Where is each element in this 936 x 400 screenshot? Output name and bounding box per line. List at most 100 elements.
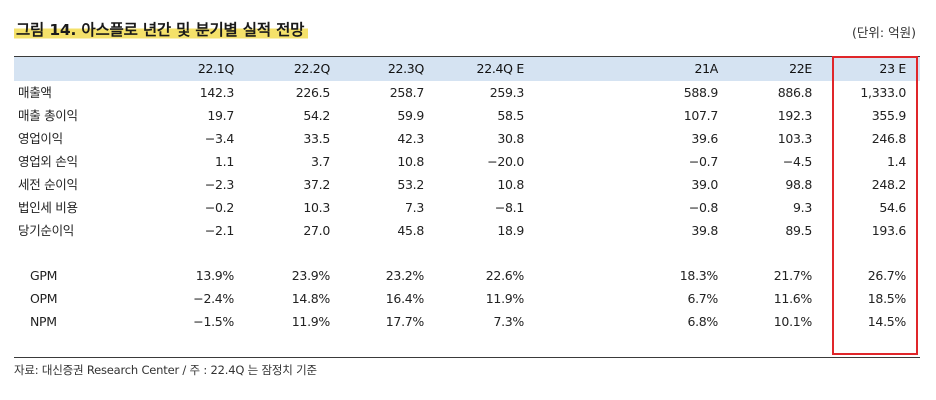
table-cell: 1.4 xyxy=(887,154,906,169)
row-label: 매출액 xyxy=(18,85,52,100)
table-cell: 42.3 xyxy=(397,131,424,146)
table-cell: −0.2 xyxy=(204,200,234,215)
figure-title-row: 그림 14. 아스플로 년간 및 분기별 실적 전망 (단위: 억원) xyxy=(14,18,922,44)
table-cell: 246.8 xyxy=(871,131,907,146)
column-header: 22.1Q xyxy=(197,61,234,76)
table-cell: −1.5% xyxy=(193,314,234,329)
row-label: OPM xyxy=(30,291,58,306)
table-cell: 355.9 xyxy=(871,108,907,123)
table-cell: 7.3 xyxy=(405,200,424,215)
table-cell: −2.4% xyxy=(193,291,234,306)
table-cell: 59.9 xyxy=(397,108,424,123)
table-cell: −4.5 xyxy=(782,154,812,169)
table-cell: 7.3% xyxy=(493,314,524,329)
table-cell: 30.8 xyxy=(497,131,524,146)
table-cell: 23.9% xyxy=(291,268,331,283)
row-label: GPM xyxy=(30,268,58,283)
table-cell: 18.9 xyxy=(497,223,524,238)
table-cell: 17.7% xyxy=(385,314,425,329)
table-cell: −2.1 xyxy=(204,223,234,238)
table-cell: 1.1 xyxy=(215,154,234,169)
column-header: 22.4Q E xyxy=(476,61,525,76)
row-label: 영업외 손익 xyxy=(18,154,78,169)
table-cell: 103.3 xyxy=(777,131,813,146)
table-cell: 6.8% xyxy=(687,314,718,329)
table-cell: 107.7 xyxy=(683,108,719,123)
table-row: 영업이익 −3.4 33.5 42.3 30.8 39.6 103.3 246.8 xyxy=(14,127,920,151)
column-header: 22E xyxy=(789,61,812,76)
row-label: 세전 순이익 xyxy=(18,177,78,192)
row-label: 영업이익 xyxy=(18,131,63,146)
table-cell: 10.1% xyxy=(773,314,813,329)
source-note: 자료: 대신증권 Research Center / 주 : 22.4Q 는 잠… xyxy=(14,363,317,377)
table-cell: 886.8 xyxy=(777,85,813,100)
table-row: 세전 순이익 −2.3 37.2 53.2 10.8 39.0 98.8 248.2 xyxy=(14,173,920,197)
table-row: 법인세 비용 −0.2 10.3 7.3 −8.1 −0.8 9.3 54.6 xyxy=(14,196,920,220)
table-cell: 14.5% xyxy=(867,314,907,329)
table-bottom-rule xyxy=(14,357,920,358)
table-cell: 39.6 xyxy=(691,131,718,146)
table-row: 매출액 142.3 226.5 258.7 259.3 588.9 886.8 1,333.0 xyxy=(14,81,920,105)
table-cell: 10.8 xyxy=(397,154,424,169)
column-header: 21A xyxy=(694,61,718,76)
table-cell: −20.0 xyxy=(487,154,524,169)
table-cell: 192.3 xyxy=(777,108,813,123)
table-cell: 248.2 xyxy=(871,177,907,192)
table-row: 당기순이익 −2.1 27.0 45.8 18.9 39.8 89.5 193.6 xyxy=(14,219,920,243)
table-cell: 10.3 xyxy=(303,200,330,215)
table-cell: 89.5 xyxy=(785,223,812,238)
unit-label: (단위: 억원) xyxy=(852,25,916,40)
table-cell: 10.8 xyxy=(497,177,524,192)
table-cell: 3.7 xyxy=(311,154,330,169)
table-cell: 27.0 xyxy=(303,223,330,238)
figure-title-prefix: 그림 14. xyxy=(16,21,77,39)
table-cell: 23.2% xyxy=(385,268,425,283)
row-label: 매출 총이익 xyxy=(18,108,78,123)
table-cell: −0.7 xyxy=(688,154,718,169)
row-label: 당기순이익 xyxy=(18,223,75,238)
table-cell: 14.8% xyxy=(291,291,331,306)
table-cell: 18.5% xyxy=(867,291,907,306)
financial-table: 22.1Q 22.2Q 22.3Q 22.4Q E 21A 22E 23 E 매… xyxy=(14,56,920,358)
table-row: GPM 13.9% 23.9% 23.2% 22.6% 18.3% 21.7% 26.7% xyxy=(14,264,920,288)
table-cell: 6.7% xyxy=(687,291,718,306)
table-row: 영업외 손익 1.1 3.7 10.8 −20.0 −0.7 −4.5 1.4 xyxy=(14,150,920,174)
table-cell: 39.8 xyxy=(691,223,718,238)
table-cell: 45.8 xyxy=(397,223,424,238)
table-cell: 258.7 xyxy=(389,85,425,100)
figure-title-text: 아스플로 년간 및 분기별 실적 전망 xyxy=(81,21,305,39)
table-cell: 33.5 xyxy=(303,131,330,146)
table-cell: 18.3% xyxy=(679,268,719,283)
table-cell: 9.3 xyxy=(793,200,812,215)
table-row: NPM −1.5% 11.9% 17.7% 7.3% 6.8% 10.1% 14.5% xyxy=(14,310,920,334)
row-label: NPM xyxy=(30,314,57,329)
table-cell: −2.3 xyxy=(204,177,234,192)
table-cell: 54.6 xyxy=(879,200,906,215)
column-header: 22.3Q xyxy=(387,61,424,76)
table-cell: 1,333.0 xyxy=(860,85,906,100)
column-header: 23 E xyxy=(879,61,906,76)
table-cell: 22.6% xyxy=(485,268,525,283)
table-row: OPM −2.4% 14.8% 16.4% 11.9% 6.7% 11.6% 18.5% xyxy=(14,287,920,311)
table-cell: 37.2 xyxy=(303,177,330,192)
table-cell: −8.1 xyxy=(494,200,524,215)
table-cell: 11.6% xyxy=(773,291,813,306)
table-cell: 259.3 xyxy=(489,85,525,100)
table-cell: 193.6 xyxy=(871,223,907,238)
table-cell: 11.9% xyxy=(291,314,331,329)
table-cell: 13.9% xyxy=(195,268,235,283)
row-label: 법인세 비용 xyxy=(18,200,78,215)
table-cell: 142.3 xyxy=(199,85,235,100)
table-row: 매출 총이익 19.7 54.2 59.9 58.5 107.7 192.3 355.9 xyxy=(14,104,920,128)
table-cell: 19.7 xyxy=(207,108,234,123)
table-cell: 588.9 xyxy=(683,85,719,100)
table-cell: 39.0 xyxy=(691,177,718,192)
table-cell: 21.7% xyxy=(773,268,813,283)
figure-title: 그림 14. 아스플로 년간 및 분기별 실적 전망 xyxy=(14,18,309,40)
table-cell: 226.5 xyxy=(295,85,331,100)
table-cell: 26.7% xyxy=(867,268,907,283)
table-cell: −3.4 xyxy=(204,131,234,146)
table-cell: −0.8 xyxy=(688,200,718,215)
table-cell: 11.9% xyxy=(485,291,525,306)
table-cell: 53.2 xyxy=(397,177,424,192)
